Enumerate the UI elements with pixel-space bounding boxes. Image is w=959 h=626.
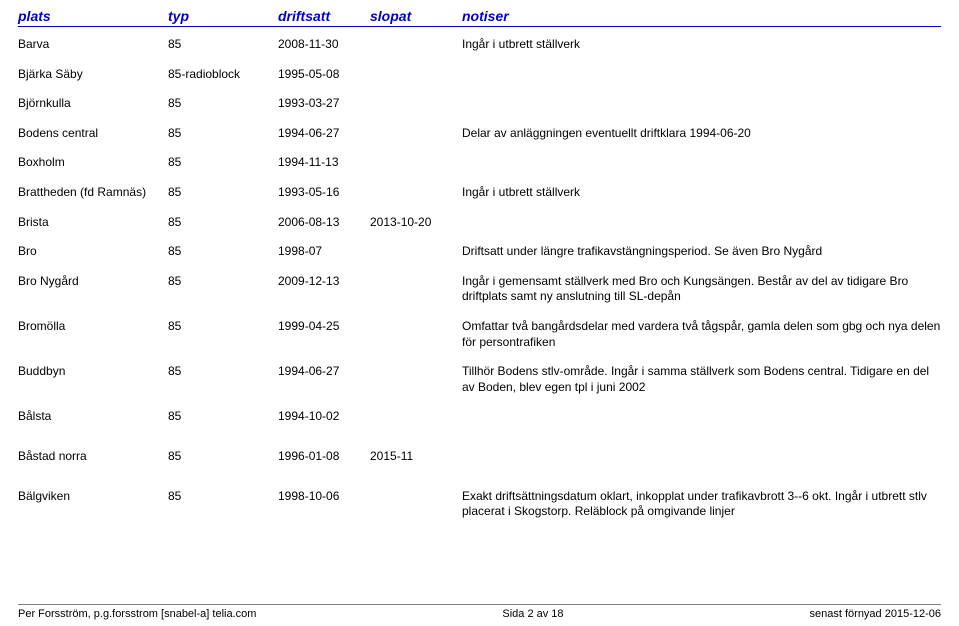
cell-slopat <box>370 409 462 425</box>
cell-notiser: Delar av anläggningen eventuellt driftkl… <box>462 126 941 142</box>
table-row: Brista852006-08-132013-10-20 <box>18 215 941 231</box>
table-header: plats typ driftsatt slopat notiser <box>18 8 941 27</box>
cell-typ: 85 <box>168 409 278 425</box>
cell-typ: 85 <box>168 244 278 260</box>
cell-driftsatt: 1998-07 <box>278 244 370 260</box>
table-row: Bro Nygård852009-12-13 Ingår i gemensamt … <box>18 274 941 305</box>
cell-slopat <box>370 67 462 83</box>
cell-slopat <box>370 274 462 305</box>
cell-typ: 85 <box>168 364 278 395</box>
cell-driftsatt: 1999-04-25 <box>278 319 370 350</box>
table-row: Bodens central851994-06-27 Delar av anläg… <box>18 126 941 142</box>
cell-notiser: Driftsatt under längre trafikavstängning… <box>462 244 941 260</box>
cell-notiser: Exakt driftsättningsdatum oklart, inkopp… <box>462 489 941 520</box>
section-gap <box>18 479 941 489</box>
cell-driftsatt: 1998-10-06 <box>278 489 370 520</box>
cell-plats: Boxholm <box>18 155 168 171</box>
table-row: Buddbyn851994-06-27 Tillhör Bodens stlv-o… <box>18 364 941 395</box>
cell-driftsatt: 2006-08-13 <box>278 215 370 231</box>
cell-notiser <box>462 409 941 425</box>
table-row: Båstad norra851996-01-082015-11 <box>18 449 941 465</box>
cell-typ: 85 <box>168 489 278 520</box>
cell-slopat: 2013-10-20 <box>370 215 462 231</box>
header-slopat: slopat <box>370 8 462 24</box>
cell-plats: Bromölla <box>18 319 168 350</box>
table-row: Boxholm851994-11-13 <box>18 155 941 171</box>
cell-plats: Björnkulla <box>18 96 168 112</box>
cell-notiser <box>462 67 941 83</box>
footer-center: Sida 2 av 18 <box>502 608 563 620</box>
cell-slopat <box>370 319 462 350</box>
cell-notiser <box>462 155 941 171</box>
cell-typ: 85 <box>168 449 278 465</box>
cell-slopat <box>370 185 462 201</box>
cell-slopat <box>370 155 462 171</box>
cell-driftsatt: 1994-11-13 <box>278 155 370 171</box>
cell-slopat <box>370 126 462 142</box>
cell-typ: 85 <box>168 96 278 112</box>
table-body-section3: Bälgviken851998-10-06 Exakt driftsättning… <box>18 489 941 520</box>
cell-typ: 85 <box>168 37 278 53</box>
header-driftsatt: driftsatt <box>278 8 370 24</box>
cell-slopat <box>370 364 462 395</box>
table-row: Bromölla851999-04-25 Omfattar två bangård… <box>18 319 941 350</box>
header-typ: typ <box>168 8 278 24</box>
cell-notiser: Omfattar två bangårdsdelar med vardera t… <box>462 319 941 350</box>
cell-typ: 85 <box>168 155 278 171</box>
cell-plats: Barva <box>18 37 168 53</box>
header-notiser: notiser <box>462 8 941 24</box>
cell-slopat <box>370 37 462 53</box>
cell-plats: Bjärka Säby <box>18 67 168 83</box>
table-body-section2: Båstad norra851996-01-082015-11 <box>18 449 941 465</box>
cell-notiser: Ingår i utbrett ställverk <box>462 185 941 201</box>
cell-notiser <box>462 96 941 112</box>
cell-slopat <box>370 96 462 112</box>
table-row: Bjärka Säby85-radioblock1995-05-08 <box>18 67 941 83</box>
cell-driftsatt: 1993-05-16 <box>278 185 370 201</box>
table-row: Bälgviken851998-10-06 Exakt driftsättning… <box>18 489 941 520</box>
cell-typ: 85 <box>168 185 278 201</box>
footer-right: senast förnyad 2015-12-06 <box>810 608 941 620</box>
cell-plats: Bälgviken <box>18 489 168 520</box>
header-plats: plats <box>18 8 168 24</box>
cell-plats: Brista <box>18 215 168 231</box>
page-footer: Per Forsström, p.g.forsstrom [snabel-a] … <box>18 604 941 620</box>
section-gap <box>18 439 941 449</box>
table-body-main: Barva852008-11-30Ingår i utbrett ställve… <box>18 37 941 425</box>
cell-driftsatt: 1993-03-27 <box>278 96 370 112</box>
cell-slopat: 2015-11 <box>370 449 462 465</box>
cell-typ: 85 <box>168 274 278 305</box>
table-row: Bro851998-07 Driftsatt under längre trafi… <box>18 244 941 260</box>
cell-driftsatt: 2008-11-30 <box>278 37 370 53</box>
table-row: Brattheden (fd Ramnäs)851993-05-16 Ingår … <box>18 185 941 201</box>
cell-slopat <box>370 489 462 520</box>
cell-typ: 85 <box>168 319 278 350</box>
cell-typ: 85-radioblock <box>168 67 278 83</box>
cell-plats: Bro Nygård <box>18 274 168 305</box>
cell-typ: 85 <box>168 126 278 142</box>
cell-notiser <box>462 449 941 465</box>
cell-notiser <box>462 215 941 231</box>
cell-plats: Bro <box>18 244 168 260</box>
footer-left: Per Forsström, p.g.forsstrom [snabel-a] … <box>18 608 256 620</box>
cell-driftsatt: 1994-06-27 <box>278 126 370 142</box>
table-row: Barva852008-11-30 Ingår i utbrett ställve… <box>18 37 941 53</box>
cell-driftsatt: 2009-12-13 <box>278 274 370 305</box>
cell-driftsatt: 1996-01-08 <box>278 449 370 465</box>
cell-driftsatt: 1995-05-08 <box>278 67 370 83</box>
cell-driftsatt: 1994-10-02 <box>278 409 370 425</box>
cell-plats: Brattheden (fd Ramnäs) <box>18 185 168 201</box>
cell-notiser: Ingår i utbrett ställverk <box>462 37 941 53</box>
table-row: Björnkulla851993-03-27 <box>18 96 941 112</box>
cell-driftsatt: 1994-06-27 <box>278 364 370 395</box>
cell-notiser: Ingår i gemensamt ställverk med Bro och … <box>462 274 941 305</box>
table-row: Bålsta851994-10-02 <box>18 409 941 425</box>
cell-plats: Båstad norra <box>18 449 168 465</box>
cell-plats: Buddbyn <box>18 364 168 395</box>
cell-plats: Bodens central <box>18 126 168 142</box>
cell-typ: 85 <box>168 215 278 231</box>
cell-slopat <box>370 244 462 260</box>
cell-plats: Bålsta <box>18 409 168 425</box>
cell-notiser: Tillhör Bodens stlv-område. Ingår i samm… <box>462 364 941 395</box>
